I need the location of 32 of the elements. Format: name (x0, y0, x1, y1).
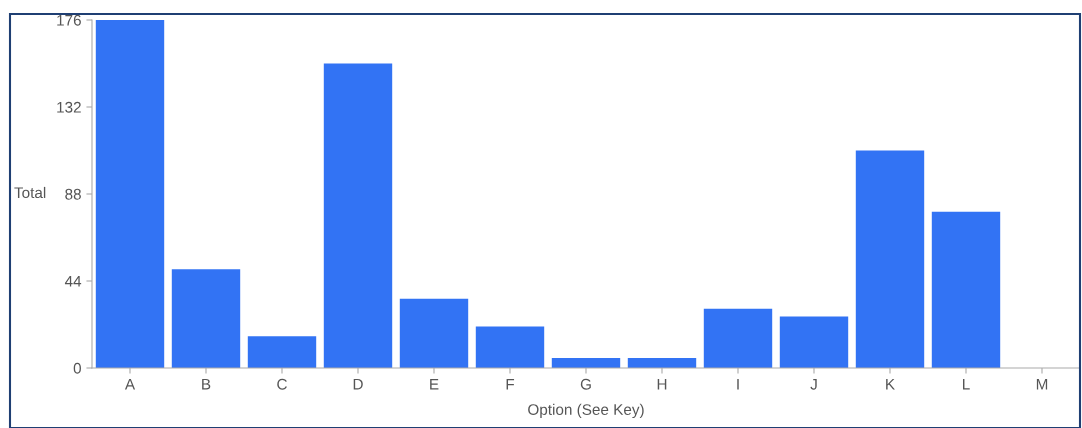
x-tick-label: D (353, 378, 363, 390)
bar (247, 336, 317, 368)
x-tick-label: C (277, 378, 287, 390)
x-tick-label: H (657, 378, 667, 390)
y-tick-label: 132 (57, 101, 81, 113)
x-tick-label: B (202, 378, 211, 390)
x-tick-label: I (737, 378, 739, 390)
x-tick-label: J (810, 378, 817, 390)
bar (931, 211, 1001, 368)
bar (551, 358, 621, 368)
x-tick-label: M (1036, 378, 1048, 390)
y-tick-label: 44 (64, 276, 82, 287)
x-axis-title: Option (See Key) (528, 403, 644, 419)
bar (475, 326, 545, 368)
bar (703, 308, 773, 368)
bar (627, 358, 697, 368)
bar (95, 20, 165, 368)
bar (399, 298, 469, 368)
x-tick-label: G (580, 378, 591, 390)
bar (171, 269, 241, 368)
x-tick-label: L (963, 378, 970, 390)
x-tick-label: K (886, 378, 895, 390)
bar (323, 63, 393, 368)
y-tick-label: 0 (73, 362, 81, 374)
bar (855, 150, 925, 368)
y-axis-title: Total (14, 186, 46, 199)
x-tick-label: F (506, 378, 515, 390)
y-tick-label: 88 (65, 188, 81, 200)
x-tick-label: A (124, 378, 136, 390)
y-tick-label: 176 (57, 14, 81, 26)
bar (779, 316, 849, 368)
x-tick-label: E (430, 378, 439, 390)
